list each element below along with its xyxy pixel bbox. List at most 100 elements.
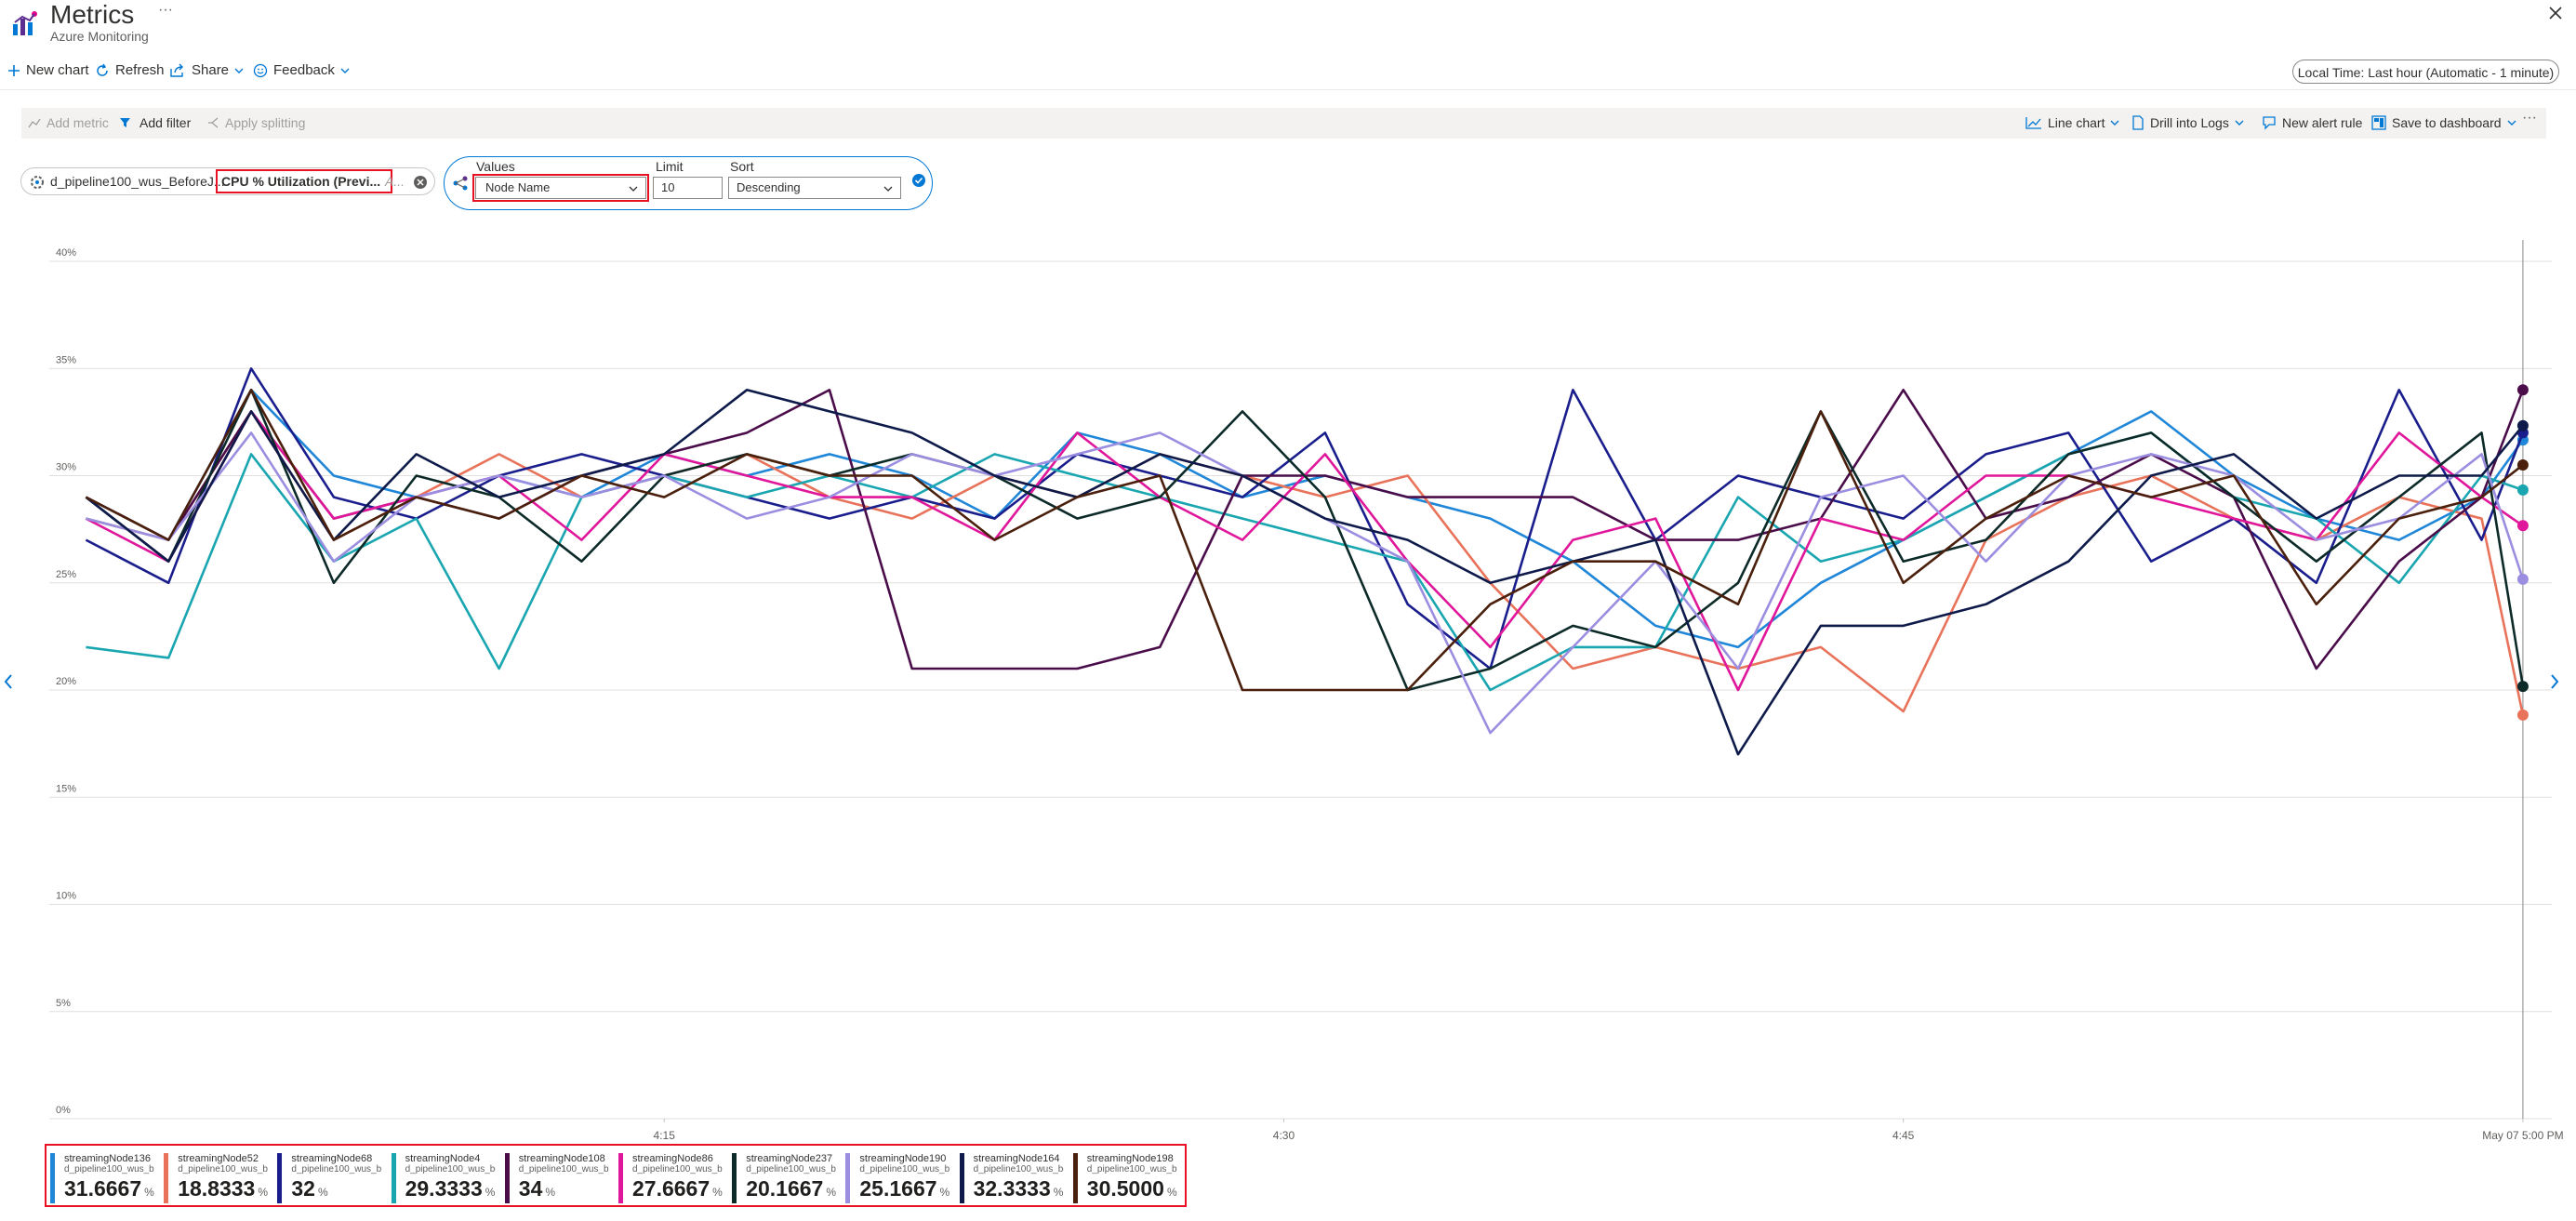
series-line	[85, 389, 2524, 756]
logs-icon	[2132, 115, 2144, 130]
legend-value-unit: %	[144, 1186, 154, 1199]
scroll-right[interactable]	[2551, 674, 2559, 689]
new-alert-rule-button[interactable]: New alert rule	[2262, 115, 2362, 130]
legend-item[interactable]: streamingNode237d_pipeline100_wus_be...2…	[732, 1153, 836, 1203]
legend-value-unit: %	[1053, 1186, 1064, 1199]
add-filter-button[interactable]: Add filter	[119, 115, 191, 130]
legend-name: streamingNode68	[291, 1153, 373, 1164]
legend-value-number: 32	[291, 1176, 315, 1201]
dashboard-icon	[2371, 115, 2386, 130]
scroll-left[interactable]	[4, 674, 12, 689]
drill-into-logs-button[interactable]: Drill into Logs	[2131, 115, 2244, 130]
values-dropdown[interactable]: Node Name	[475, 177, 646, 199]
new-chart-label: New chart	[26, 62, 89, 78]
endpoint-dot	[2516, 573, 2529, 585]
legend-value-unit: %	[826, 1186, 836, 1199]
legend-name: streamingNode52	[178, 1153, 259, 1164]
legend-item[interactable]: streamingNode68d_pipeline100_wus_be...32…	[277, 1153, 381, 1203]
legend-resource: d_pipeline100_wus_be...	[746, 1164, 836, 1175]
legend-value: 32.3333%	[974, 1175, 1064, 1205]
legend-name: streamingNode164	[973, 1153, 1060, 1164]
legend-item[interactable]: streamingNode164d_pipeline100_wus_be...3…	[959, 1153, 1064, 1205]
plus-icon	[8, 64, 20, 76]
legend-value-number: 20.1667	[746, 1176, 824, 1201]
legend: streamingNode136d_pipeline100_wus_be...3…	[45, 1144, 1187, 1207]
new-alert-rule-label: New alert rule	[2282, 115, 2363, 130]
y-tick-label: 35%	[56, 354, 76, 365]
legend-resource: d_pipeline100_wus_be...	[405, 1164, 496, 1175]
line-chart-button[interactable]: Line chart	[2025, 115, 2119, 130]
legend-name: streamingNode86	[632, 1153, 713, 1164]
legend-value-number: 30.5000	[1086, 1176, 1164, 1201]
series-line	[85, 389, 2525, 692]
chevron-icon	[2507, 120, 2516, 126]
app-logo	[13, 11, 37, 35]
metric-pill[interactable]	[20, 167, 435, 195]
time-range-button[interactable]: Local Time: Last hour (Automatic - 1 min…	[2292, 60, 2559, 84]
legend-value: 18.8333%	[178, 1175, 268, 1205]
limit-input[interactable]: 10	[653, 177, 723, 199]
chevron-icon	[629, 186, 638, 192]
add-metric-icon	[28, 118, 41, 128]
legend-value: 25.1667%	[859, 1175, 949, 1205]
legend-item[interactable]: streamingNode4d_pipeline100_wus_be...29.…	[391, 1153, 496, 1205]
legend-name: streamingNode136	[64, 1153, 151, 1164]
splitting-icon	[208, 117, 219, 128]
close-button[interactable]	[2548, 6, 2563, 20]
legend-item[interactable]: streamingNode86d_pipeline100_wus_be...27…	[618, 1153, 723, 1203]
legend-resource: d_pipeline100_wus_be...	[64, 1164, 154, 1175]
x-tick-label: 4:15	[654, 1129, 676, 1142]
legend-value: 29.3333%	[405, 1175, 496, 1205]
sort-dropdown[interactable]: Descending	[728, 177, 901, 199]
legend-value-unit: %	[258, 1186, 268, 1199]
endpoint-dot	[2516, 384, 2529, 396]
legend-value-unit: %	[545, 1186, 556, 1199]
legend-value: 32%	[291, 1175, 381, 1205]
feedback-button[interactable]: Feedback	[253, 62, 350, 78]
refresh-icon	[97, 63, 108, 76]
splitting-pill	[444, 156, 933, 210]
legend-value-number: 31.6667	[64, 1176, 142, 1201]
more-button[interactable]: ···	[2522, 110, 2537, 126]
save-to-dashboard-label: Save to dashboard	[2392, 115, 2502, 130]
legend-resource: d_pipeline100_wus_be...	[859, 1164, 950, 1175]
share-button[interactable]: Share	[169, 62, 244, 78]
refresh-button[interactable]: Refresh	[95, 62, 165, 78]
page-title: Metrics	[50, 0, 135, 29]
legend-item[interactable]: streamingNode136d_pipeline100_wus_be...3…	[50, 1153, 154, 1203]
legend-value-number: 27.6667	[632, 1176, 710, 1201]
drill-into-logs-label: Drill into Logs	[2150, 115, 2229, 130]
legend-value-number: 34	[518, 1176, 543, 1201]
legend-value-number: 29.3333	[405, 1176, 483, 1201]
y-tick-label: 10%	[56, 891, 76, 902]
add-metric-label: Add metric	[46, 115, 109, 130]
save-to-dashboard-button[interactable]: Save to dashboard	[2371, 115, 2516, 130]
endpoint-dot	[2516, 709, 2529, 721]
legend-name: streamingNode108	[518, 1153, 605, 1164]
legend-item[interactable]: streamingNode52d_pipeline100_wus_be...18…	[164, 1153, 268, 1203]
add-metric-button[interactable]: Add metric	[28, 115, 109, 130]
remove-metric-button[interactable]	[413, 175, 428, 190]
series-line	[86, 389, 2524, 649]
legend-value-unit: %	[939, 1186, 950, 1199]
metric-name: CPU % Utilization (Previ...	[216, 169, 392, 193]
legend-value: 31.6667%	[64, 1175, 154, 1205]
smile-icon	[253, 63, 268, 77]
more-button[interactable]: ···	[158, 2, 173, 18]
endpoint-dot	[2516, 419, 2529, 431]
new-chart-button[interactable]: New chart	[7, 62, 89, 78]
x-tick-label: 4:45	[1892, 1129, 1915, 1142]
values-highlight	[472, 174, 649, 202]
chevron-icon	[2235, 120, 2244, 126]
line-chart-icon	[2025, 117, 2041, 129]
apply-button[interactable]	[911, 173, 926, 188]
legend-item[interactable]: streamingNode198d_pipeline100_wus_be...3…	[1072, 1153, 1177, 1205]
legend-item[interactable]: streamingNode190d_pipeline100_wus_be...2…	[845, 1153, 949, 1203]
apply-splitting-button[interactable]: Apply splitting	[206, 115, 305, 130]
values-label: Values	[476, 159, 515, 174]
legend-value: 30.5000%	[1087, 1175, 1177, 1205]
feedback-label: Feedback	[273, 62, 335, 78]
x-tick-label: 4:30	[1273, 1129, 1295, 1142]
legend-item[interactable]: streamingNode108d_pipeline100_wus_be...3…	[504, 1153, 609, 1203]
